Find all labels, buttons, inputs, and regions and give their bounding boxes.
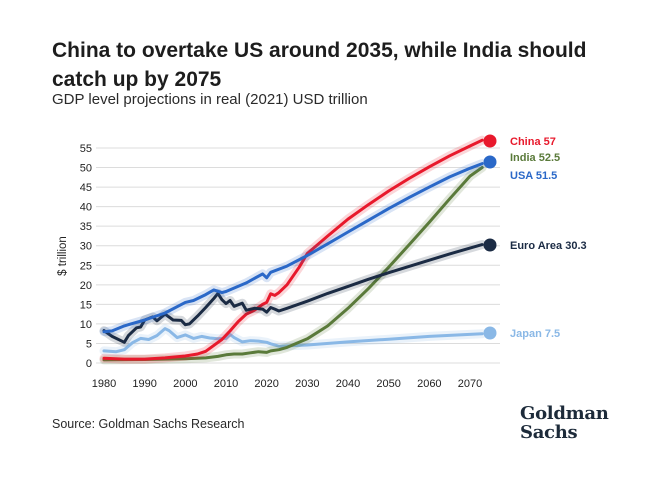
chart-subtitle: GDP level projections in real (2021) USD… — [52, 91, 368, 108]
y-tick-label: 20 — [80, 280, 92, 292]
logo-line-1: Goldman — [520, 403, 609, 424]
x-tick-label: 2010 — [214, 378, 238, 390]
y-tick-label: 55 — [80, 143, 92, 155]
x-tick-label: 1990 — [132, 378, 156, 390]
end-label-usa: USA 51.5 — [510, 170, 557, 182]
y-tick-label: 0 — [86, 358, 92, 370]
x-tick-label: 2070 — [458, 378, 482, 390]
series-line-india — [102, 166, 484, 362]
axis-ticks: 0 5 10 15 20 25 30 35 40 45 50 55 1980 1990 2000 2010 20… — [80, 143, 482, 390]
goldman-sachs-logo: Goldman Sachs — [520, 404, 609, 442]
y-tick-label: 40 — [80, 202, 92, 214]
end-marker-china — [483, 134, 497, 148]
x-tick-label: 2060 — [417, 378, 441, 390]
y-tick-label: 35 — [80, 221, 92, 233]
y-tick-label: 30 — [80, 241, 92, 253]
end-label-india: India 52.5 — [510, 152, 560, 164]
end-label-euro-area: Euro Area 30.3 — [510, 240, 587, 252]
source-note: Source: Goldman Sachs Research — [52, 417, 245, 431]
x-tick-label: 2020 — [254, 378, 278, 390]
series-line-china — [102, 138, 484, 361]
x-tick-label: 2030 — [295, 378, 319, 390]
y-tick-label: 5 — [86, 338, 92, 350]
y-tick-label: 15 — [80, 299, 92, 311]
x-tick-label: 2050 — [376, 378, 400, 390]
series-lines — [99, 135, 487, 365]
series-line-usa — [102, 162, 484, 334]
x-tick-label: 2040 — [336, 378, 360, 390]
logo-line-2: Sachs — [520, 422, 578, 443]
y-tick-label: 50 — [80, 163, 92, 175]
y-tick-label: 25 — [80, 260, 92, 272]
y-tick-label: 45 — [80, 182, 92, 194]
end-label-china: China 57 — [510, 136, 556, 148]
x-tick-label: 1980 — [92, 378, 116, 390]
end-labels: Japan 7.5 India 52.5 China 57 Euro Area 30.… — [483, 134, 587, 340]
series-halo-china — [99, 135, 487, 364]
grid-lines — [96, 147, 500, 364]
end-marker-euro-area — [483, 238, 497, 252]
end-marker-japan — [483, 326, 497, 340]
x-tick-label: 2000 — [173, 378, 197, 390]
end-marker-usa — [483, 155, 497, 169]
y-tick-label: 10 — [80, 319, 92, 331]
y-axis-label: $ trillion — [57, 236, 69, 276]
chart-title: China to overtake US around 2035, while … — [52, 39, 587, 91]
end-label-japan: Japan 7.5 — [510, 328, 560, 340]
